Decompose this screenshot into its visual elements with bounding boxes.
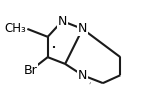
Text: N: N [58,15,67,28]
Text: Br: Br [23,64,37,77]
Text: CH₃: CH₃ [4,22,26,35]
Text: N: N [78,69,87,82]
Text: N: N [78,22,87,35]
